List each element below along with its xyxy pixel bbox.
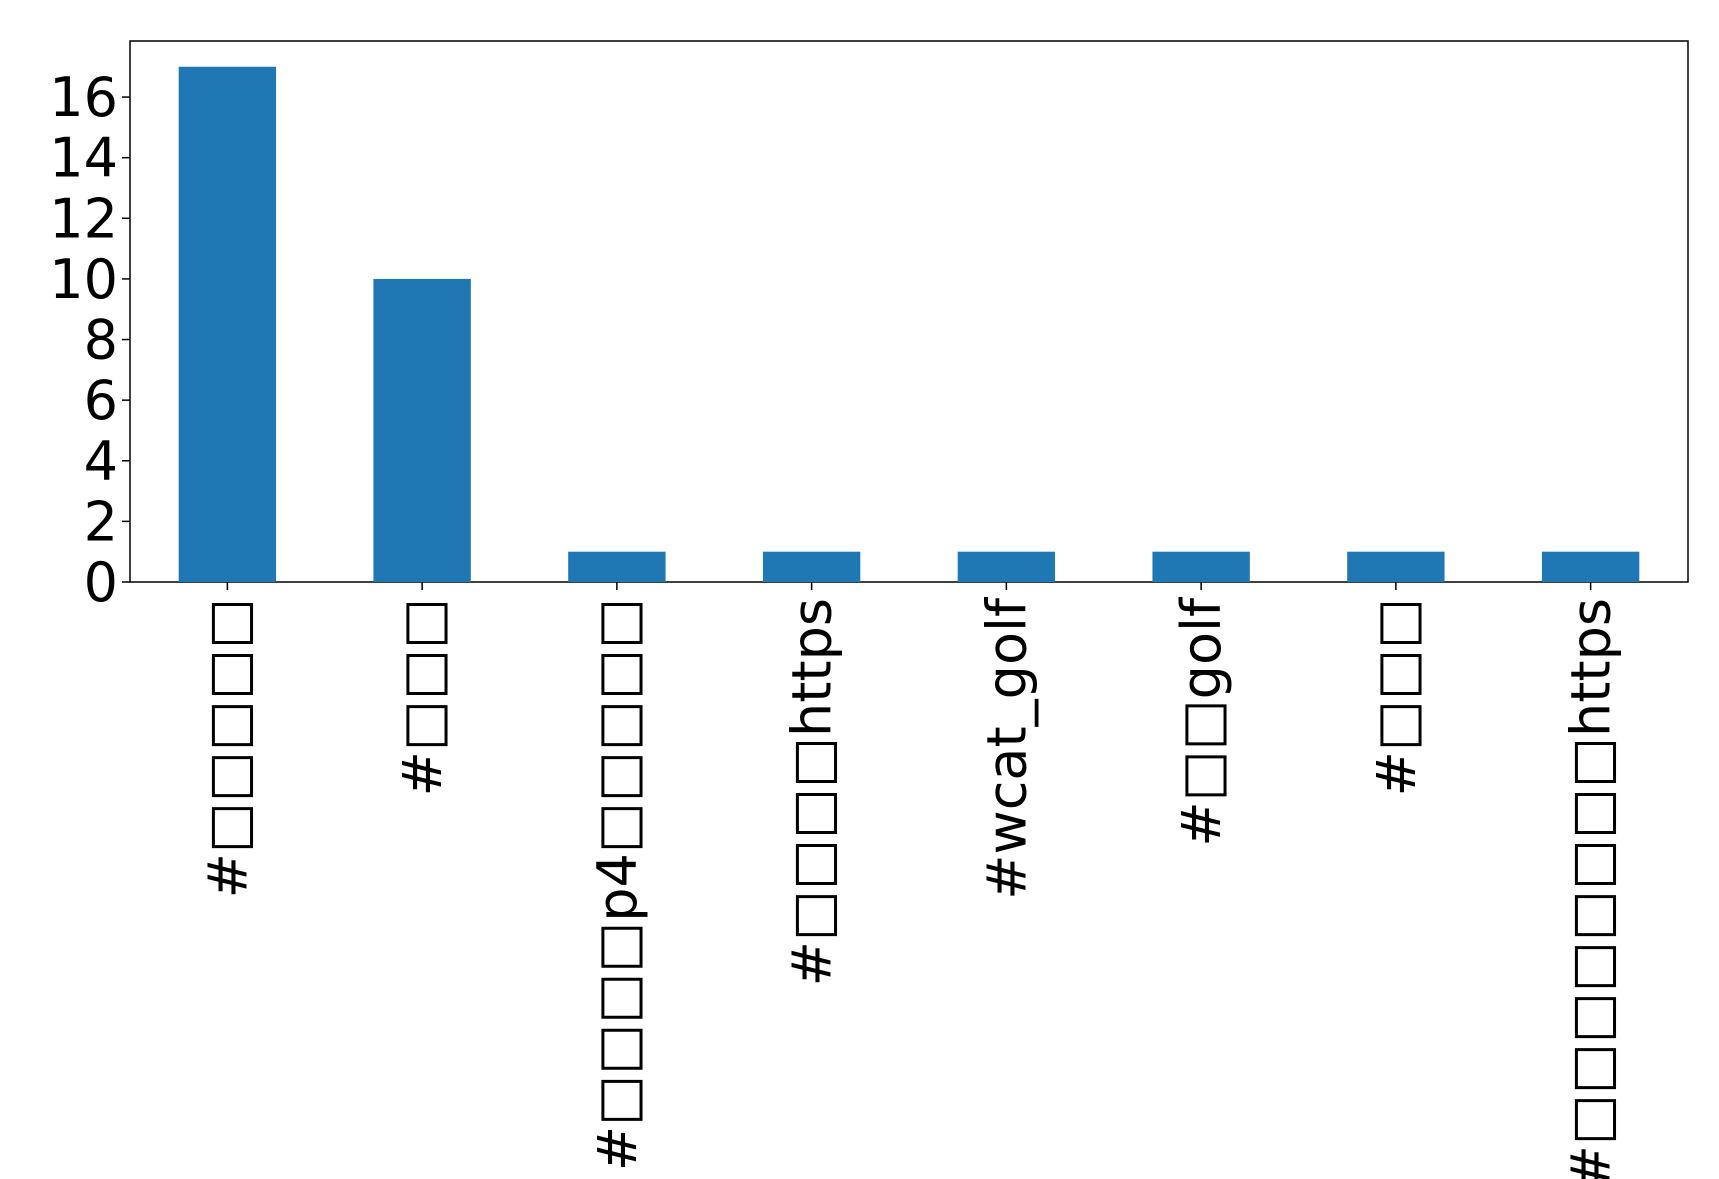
x-tick-label: #□□□□□□□□https bbox=[1560, 598, 1623, 1179]
bar bbox=[178, 66, 277, 582]
x-tick-label: #□□□ bbox=[1365, 598, 1428, 796]
y-tick-label: 2 bbox=[84, 490, 118, 553]
x-tick-label: #□□□ bbox=[391, 598, 454, 796]
x-tick-label: #wcat_golf bbox=[975, 596, 1038, 900]
x-tick-label: #□□□□p4□□□□□ bbox=[586, 598, 649, 1171]
x-tick-label: #□□□□□ bbox=[196, 598, 259, 898]
bar bbox=[1152, 551, 1250, 582]
y-tick-label: 0 bbox=[84, 551, 118, 614]
axes-frame bbox=[129, 40, 1689, 583]
y-tick-label: 6 bbox=[84, 369, 118, 432]
bar bbox=[373, 278, 471, 582]
y-tick-label: 4 bbox=[84, 430, 118, 493]
x-tick-label: #□□□□https bbox=[781, 598, 844, 986]
bar bbox=[1541, 551, 1640, 582]
y-tick-label: 8 bbox=[84, 309, 118, 372]
bar bbox=[762, 551, 861, 582]
y-tick-label: 10 bbox=[49, 248, 118, 311]
bar bbox=[568, 551, 666, 582]
y-tick-label: 16 bbox=[49, 66, 118, 129]
y-tick-label: 14 bbox=[49, 127, 118, 190]
bar bbox=[957, 551, 1056, 582]
y-tick-label: 12 bbox=[49, 187, 118, 250]
bar bbox=[1347, 551, 1445, 582]
x-tick-label: #□□golf bbox=[1170, 596, 1233, 847]
